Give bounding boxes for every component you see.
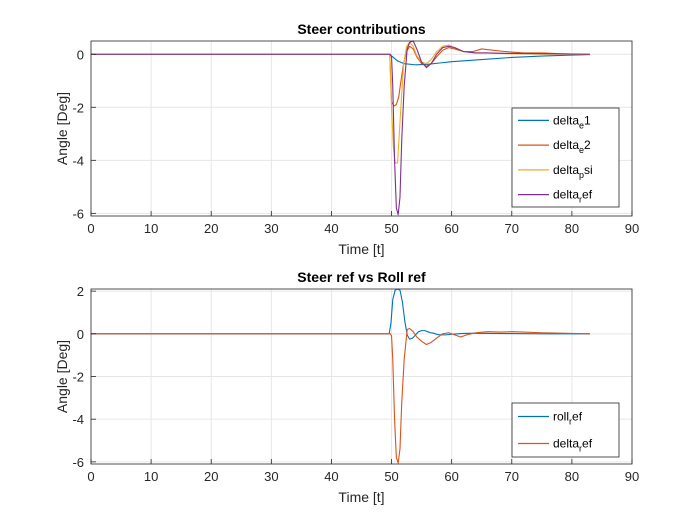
chart-title: Steer contributions bbox=[297, 21, 426, 37]
y-tick-label: -4 bbox=[72, 153, 84, 168]
legend-entry-2: deltaref bbox=[553, 437, 593, 454]
series-line-1 bbox=[91, 53, 590, 66]
legend-box bbox=[511, 107, 620, 208]
axes-frame bbox=[90, 40, 633, 217]
x-axis-label: Time [t] bbox=[338, 241, 384, 257]
x-tick-label: 80 bbox=[565, 221, 579, 236]
legend-entry-1: deltae1 bbox=[553, 113, 591, 130]
x-tick-label: 10 bbox=[144, 469, 158, 484]
x-tick-label: 80 bbox=[565, 469, 579, 484]
legend-entry-1: rollref bbox=[553, 410, 583, 427]
x-tick-label: 20 bbox=[204, 221, 218, 236]
y-tick-label: -6 bbox=[72, 206, 84, 221]
x-tick-label: 70 bbox=[505, 469, 519, 484]
x-tick-label: 70 bbox=[505, 221, 519, 236]
y-axis-label: Angle [Deg] bbox=[54, 340, 70, 413]
y-tick-label: -2 bbox=[72, 370, 84, 385]
x-tick-label: 60 bbox=[444, 469, 458, 484]
x-tick-label: 40 bbox=[324, 221, 338, 236]
x-tick-label: 50 bbox=[384, 221, 398, 236]
legend-box bbox=[511, 402, 620, 458]
x-tick-label: 90 bbox=[625, 469, 639, 484]
x-tick-label: 50 bbox=[384, 469, 398, 484]
x-tick-label: 0 bbox=[87, 469, 94, 484]
legend-entry-2: deltae2 bbox=[553, 138, 591, 155]
legend-entry-3: deltapsi bbox=[553, 163, 593, 180]
x-tick-label: 30 bbox=[264, 469, 278, 484]
legend-entry-4: deltaref bbox=[553, 188, 593, 205]
legend: rollref deltaref bbox=[511, 402, 620, 458]
x-axis-label: Time [t] bbox=[338, 489, 384, 505]
y-tick-label: 2 bbox=[77, 284, 84, 299]
y-tick-label: 0 bbox=[77, 327, 84, 342]
x-tick-label: 10 bbox=[144, 221, 158, 236]
x-tick-label: 30 bbox=[264, 221, 278, 236]
y-tick-label: -6 bbox=[72, 455, 84, 470]
y-tick-label: 0 bbox=[77, 47, 84, 62]
x-tick-label: 20 bbox=[204, 469, 218, 484]
chart-title: Steer ref vs Roll ref bbox=[297, 269, 426, 285]
subplot-steer-contributions: 0 10 20 30 40 50 60 70 80 90 -6 -4 -2 0 Steer contribu… bbox=[54, 21, 639, 257]
x-tick-label: 90 bbox=[625, 221, 639, 236]
subplot-steer-ref-vs-roll-ref: 0 10 20 30 40 50 60 70 80 90 -6 -4 -2 0 2 Steer ref vs … bbox=[54, 269, 639, 505]
legend: deltae1 deltae2 deltapsi deltaref bbox=[511, 107, 620, 208]
y-axis-label: Angle [Deg] bbox=[54, 92, 70, 165]
y-tick-label: -4 bbox=[72, 412, 84, 427]
x-tick-label: 60 bbox=[444, 221, 458, 236]
series-line-4 bbox=[91, 40, 590, 216]
x-tick-label: 40 bbox=[324, 469, 338, 484]
x-tick-label: 0 bbox=[87, 221, 94, 236]
y-tick-label: -2 bbox=[72, 100, 84, 115]
series-line-2 bbox=[91, 327, 590, 464]
